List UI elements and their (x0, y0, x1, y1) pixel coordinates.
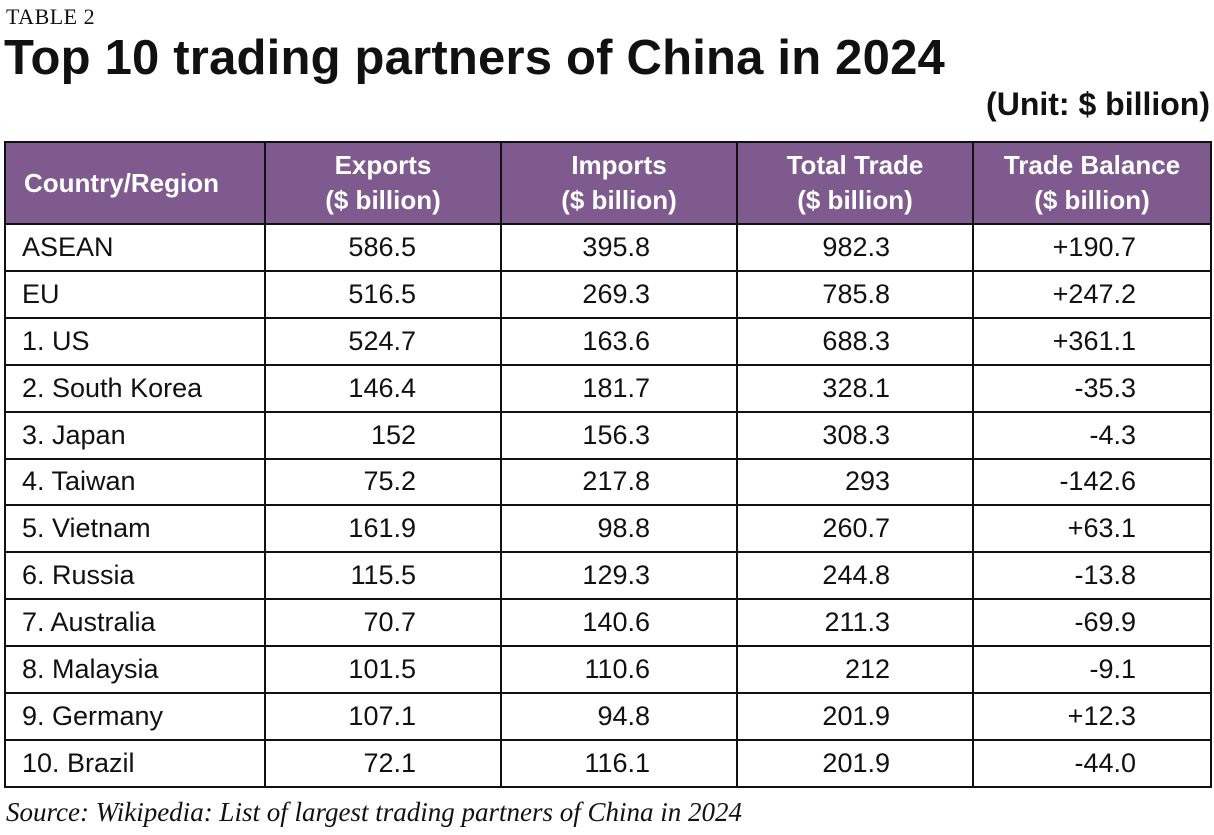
table-title: Top 10 trading partners of China in 2024 (4, 31, 945, 85)
cell-country-region: 7. Australia (4, 598, 266, 648)
cell-trade-balance: -69.9 (972, 598, 1212, 648)
cell-exports: 101.5 (264, 645, 502, 695)
cell-total-trade: 293 (736, 457, 974, 507)
table-row: ASEAN 586.5 395.8 982.3 +190.7 (4, 223, 1212, 272)
cell-imports: 395.8 (500, 223, 738, 272)
cell-country-region: ASEAN (4, 223, 266, 272)
cell-trade-balance: -4.3 (972, 410, 1212, 460)
cell-total-trade: 688.3 (736, 316, 974, 366)
cell-imports: 116.1 (500, 738, 738, 789)
cell-trade-balance: -44.0 (972, 738, 1212, 789)
cell-country-region: 10. Brazil (4, 738, 266, 789)
cell-exports: 146.4 (264, 363, 502, 413)
cell-exports: 152 (264, 410, 502, 460)
cell-imports: 217.8 (500, 457, 738, 507)
cell-imports: 140.6 (500, 598, 738, 648)
cell-trade-balance: -142.6 (972, 457, 1212, 507)
header-imports: Imports ($ billion) (500, 141, 738, 225)
table-row: EU 516.5 269.3 785.8 +247.2 (4, 269, 1212, 319)
cell-imports: 163.6 (500, 316, 738, 366)
cell-country-region: 1. US (4, 316, 266, 366)
cell-exports: 70.7 (264, 598, 502, 648)
source-note: Source: Wikipedia: List of largest tradi… (6, 797, 742, 827)
table-label: TABLE 2 (6, 4, 96, 29)
cell-total-trade: 201.9 (736, 692, 974, 741)
cell-total-trade: 211.3 (736, 598, 974, 648)
cell-imports: 94.8 (500, 692, 738, 741)
cell-trade-balance: +63.1 (972, 504, 1212, 554)
cell-total-trade: 982.3 (736, 223, 974, 272)
trade-partners-table: Country/Region Exports ($ billion) Import… (4, 141, 1212, 789)
cell-total-trade: 244.8 (736, 551, 974, 601)
cell-trade-balance: +190.7 (972, 223, 1212, 272)
table-row: 2. South Korea 146.4 181.7 328.1 -35.3 (4, 363, 1212, 413)
cell-trade-balance: +247.2 (972, 269, 1212, 319)
header-row: Country/Region Exports ($ billion) Import… (4, 141, 1212, 225)
cell-imports: 110.6 (500, 645, 738, 695)
header-total-trade: Total Trade ($ billion) (736, 141, 974, 225)
table-row: 4. Taiwan 75.2 217.8 293 -142.6 (4, 457, 1212, 507)
cell-imports: 181.7 (500, 363, 738, 413)
table-row: 6. Russia 115.5 129.3 244.8 -13.8 (4, 551, 1212, 601)
table-row: 7. Australia 70.7 140.6 211.3 -69.9 (4, 598, 1212, 648)
cell-total-trade: 260.7 (736, 504, 974, 554)
cell-imports: 98.8 (500, 504, 738, 554)
table-row: 5. Vietnam 161.9 98.8 260.7 +63.1 (4, 504, 1212, 554)
table-row: 9. Germany 107.1 94.8 201.9 +12.3 (4, 692, 1212, 741)
cell-country-region: 8. Malaysia (4, 645, 266, 695)
cell-trade-balance: -13.8 (972, 551, 1212, 601)
cell-trade-balance: -35.3 (972, 363, 1212, 413)
cell-exports: 72.1 (264, 738, 502, 789)
cell-exports: 586.5 (264, 223, 502, 272)
cell-country-region: 6. Russia (4, 551, 266, 601)
cell-country-region: 2. South Korea (4, 363, 266, 413)
cell-total-trade: 785.8 (736, 269, 974, 319)
cell-trade-balance: -9.1 (972, 645, 1212, 695)
cell-trade-balance: +12.3 (972, 692, 1212, 741)
cell-country-region: 3. Japan (4, 410, 266, 460)
cell-trade-balance: +361.1 (972, 316, 1212, 366)
cell-exports: 524.7 (264, 316, 502, 366)
cell-country-region: 5. Vietnam (4, 504, 266, 554)
cell-total-trade: 308.3 (736, 410, 974, 460)
cell-total-trade: 328.1 (736, 363, 974, 413)
table-row: 3. Japan 152 156.3 308.3 -4.3 (4, 410, 1212, 460)
header-country-region: Country/Region (4, 141, 266, 225)
header-trade-balance: Trade Balance ($ billion) (972, 141, 1212, 225)
table-row: 8. Malaysia 101.5 110.6 212 -9.1 (4, 645, 1212, 695)
cell-exports: 75.2 (264, 457, 502, 507)
cell-exports: 107.1 (264, 692, 502, 741)
cell-imports: 156.3 (500, 410, 738, 460)
table-row: 1. US 524.7 163.6 688.3 +361.1 (4, 316, 1212, 366)
header-exports: Exports ($ billion) (264, 141, 502, 225)
cell-country-region: 9. Germany (4, 692, 266, 741)
cell-imports: 269.3 (500, 269, 738, 319)
cell-total-trade: 212 (736, 645, 974, 695)
table-row: 10. Brazil 72.1 116.1 201.9 -44.0 (4, 738, 1212, 789)
cell-imports: 129.3 (500, 551, 738, 601)
cell-exports: 115.5 (264, 551, 502, 601)
cell-exports: 516.5 (264, 269, 502, 319)
cell-country-region: EU (4, 269, 266, 319)
cell-exports: 161.9 (264, 504, 502, 554)
cell-total-trade: 201.9 (736, 738, 974, 789)
unit-label: (Unit: $ billion) (986, 86, 1210, 122)
cell-country-region: 4. Taiwan (4, 457, 266, 507)
